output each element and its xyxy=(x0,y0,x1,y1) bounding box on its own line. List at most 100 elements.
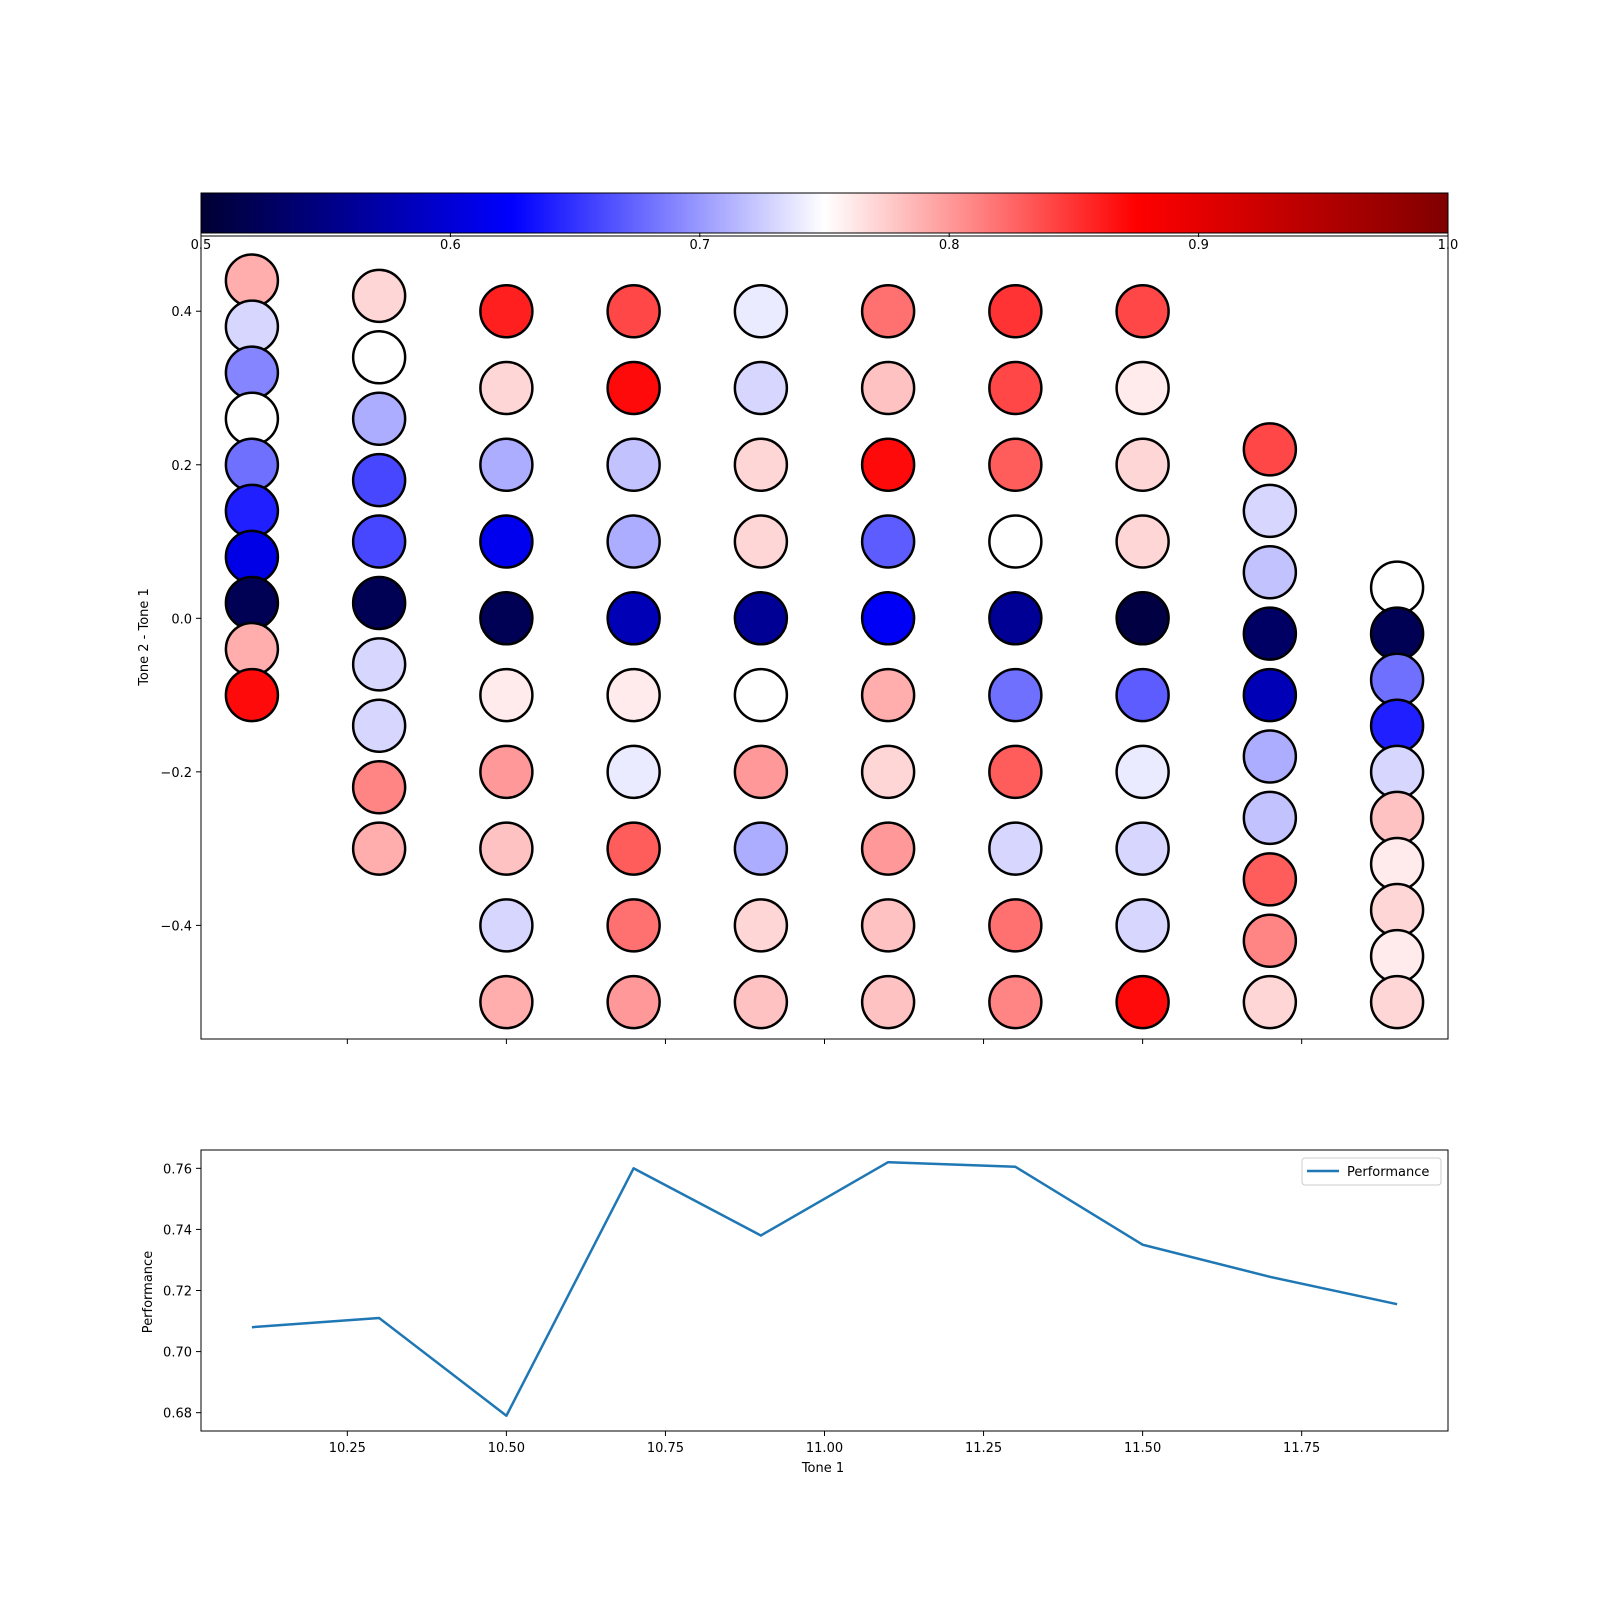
colorbar-tick-label: 0.6 xyxy=(440,238,461,253)
scatter-point xyxy=(1369,744,1425,800)
scatter-point xyxy=(1115,591,1170,646)
scatter-point xyxy=(479,898,534,953)
line-y-tick-label: 0.70 xyxy=(163,1346,192,1361)
scatter-point xyxy=(224,575,280,631)
scatter-point xyxy=(1242,729,1298,784)
scatter-point xyxy=(479,283,534,339)
scatter-point xyxy=(1369,974,1425,1030)
scatter-point xyxy=(988,898,1043,953)
scatter-point xyxy=(606,360,661,416)
scatter-point xyxy=(1369,836,1425,892)
colorbar-tick-label: 0.9 xyxy=(1188,238,1209,253)
scatter-point xyxy=(224,621,280,677)
scatter-point xyxy=(733,360,789,416)
scatter-point xyxy=(224,253,280,308)
scatter-point xyxy=(860,898,916,953)
scatter-point xyxy=(606,821,661,876)
scatter-point xyxy=(1242,483,1298,539)
scatter-point xyxy=(860,974,916,1030)
scatter-point xyxy=(988,437,1043,493)
scatter-point xyxy=(351,391,407,446)
scatter-point xyxy=(351,759,407,815)
line-y-tick-label: 0.72 xyxy=(163,1285,192,1300)
scatter-point xyxy=(1242,974,1298,1030)
scatter-point xyxy=(1242,544,1298,600)
scatter-point xyxy=(1369,698,1425,754)
scatter-point xyxy=(1115,667,1170,723)
scatter-point xyxy=(351,452,407,508)
scatter-point xyxy=(1242,790,1298,846)
scatter-point xyxy=(1369,606,1425,661)
scatter-point xyxy=(479,360,534,416)
scatter-x-ticks xyxy=(346,1039,1303,1044)
scatter-point xyxy=(1242,852,1298,907)
scatter-point xyxy=(988,744,1043,800)
scatter-point xyxy=(988,514,1043,569)
scatter-point xyxy=(479,667,534,723)
colorbar-gradient xyxy=(200,192,1449,234)
scatter-point xyxy=(1369,560,1425,615)
scatter-point xyxy=(860,514,916,569)
scatter-point xyxy=(1369,652,1425,707)
scatter-point xyxy=(733,591,789,646)
scatter-point xyxy=(1115,360,1170,416)
scatter-point xyxy=(1369,928,1425,984)
scatter-point xyxy=(733,514,789,569)
scatter-y-ticks: 0.4 0.2 0.0 −0.2 −0.4 xyxy=(160,305,201,934)
scatter-point xyxy=(224,299,280,354)
scatter-point xyxy=(606,591,661,646)
scatter-point xyxy=(1242,422,1298,477)
colorbar-tick-label: 0.7 xyxy=(689,238,710,253)
scatter-y-tick-label: −0.2 xyxy=(160,766,192,781)
scatter-point xyxy=(1242,913,1298,968)
scatter-point xyxy=(351,514,407,569)
line-x-axis-label: Tone 1 xyxy=(801,1461,844,1476)
scatter-point xyxy=(1115,821,1170,876)
line-y-tick-label: 0.68 xyxy=(163,1407,192,1422)
legend-label: Performance xyxy=(1347,1165,1429,1180)
scatter-point xyxy=(606,667,661,723)
scatter-point xyxy=(351,637,407,692)
scatter-point xyxy=(606,514,661,569)
colorbar-tick-label: 0.8 xyxy=(939,238,960,253)
scatter-y-tick-label: −0.4 xyxy=(160,919,192,934)
scatter-point xyxy=(860,437,916,493)
scatter-point xyxy=(988,360,1043,416)
line-x-tick-label: 10.25 xyxy=(329,1441,366,1456)
scatter-point xyxy=(860,667,916,723)
scatter-y-axis-label: Tone 2 - Tone 1 xyxy=(137,588,152,687)
line-y-tick-label: 0.76 xyxy=(163,1162,192,1177)
scatter-point xyxy=(988,283,1043,339)
line-x-ticks: 10.25 10.50 10.75 11.00 11.25 11.50 11.75 xyxy=(329,1431,1320,1456)
scatter-point xyxy=(351,268,407,324)
scatter-point xyxy=(1115,437,1170,493)
scatter-point xyxy=(224,529,280,585)
scatter-point xyxy=(1115,974,1170,1030)
scatter-point xyxy=(224,483,280,539)
scatter-point xyxy=(733,283,789,339)
scatter-point xyxy=(224,345,280,400)
scatter-point xyxy=(479,591,534,646)
scatter-point xyxy=(733,974,789,1030)
scatter-point xyxy=(606,744,661,800)
scatter-point xyxy=(479,821,534,876)
scatter-point xyxy=(479,744,534,800)
scatter-point xyxy=(733,821,789,876)
scatter-point xyxy=(988,591,1043,646)
line-x-tick-label: 11.00 xyxy=(806,1441,843,1456)
line-x-tick-label: 10.75 xyxy=(647,1441,684,1456)
line-panel: 0.76 0.74 0.72 0.70 0.68 10.25 10.50 10.75 11.0… xyxy=(141,1149,1449,1476)
scatter-point xyxy=(351,821,407,876)
scatter-point xyxy=(606,437,661,493)
scatter-point xyxy=(1369,790,1425,846)
scatter-y-tick-label: 0.2 xyxy=(171,459,192,474)
scatter-point xyxy=(1242,667,1298,723)
scatter-point xyxy=(479,974,534,1030)
scatter-point xyxy=(224,667,280,723)
scatter-point xyxy=(733,667,789,723)
scatter-point xyxy=(988,974,1043,1030)
scatter-point xyxy=(1115,514,1170,569)
scatter-point xyxy=(479,437,534,493)
legend: Performance xyxy=(1301,1157,1442,1186)
